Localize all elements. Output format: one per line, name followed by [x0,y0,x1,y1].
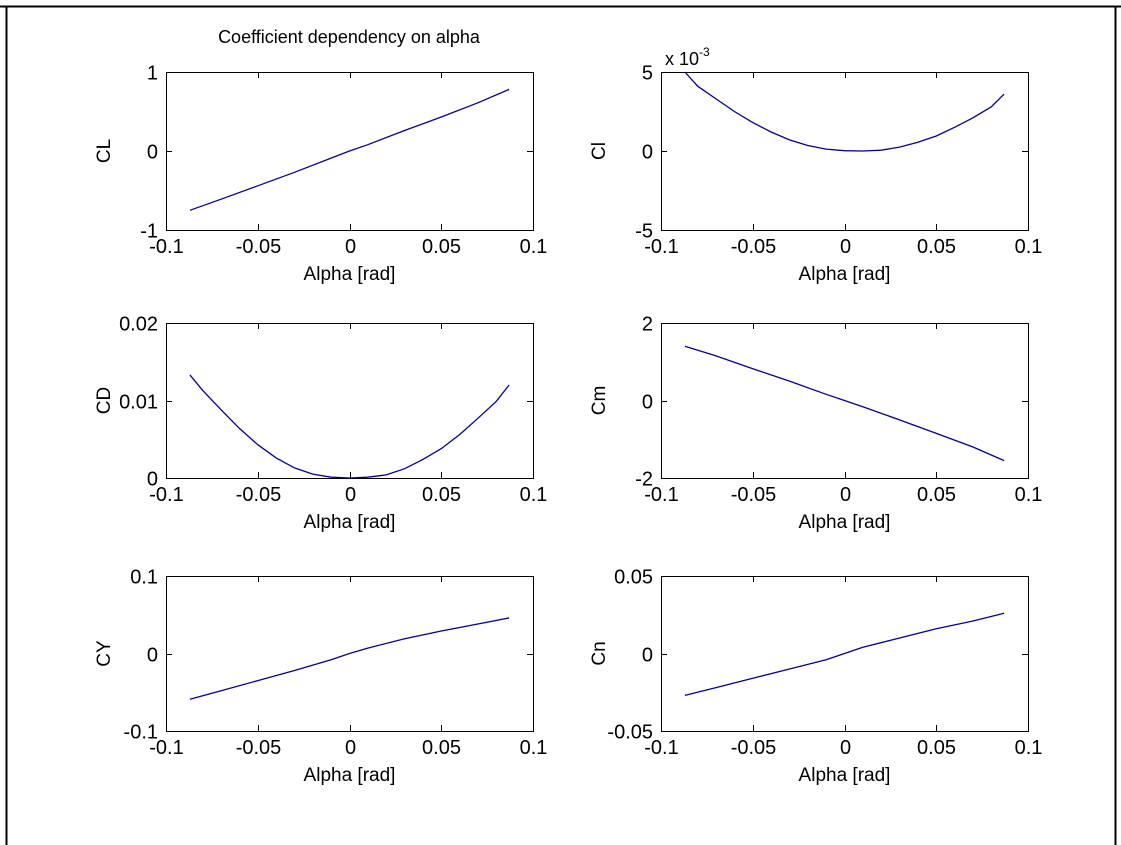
subplot-cd: -0.1 -0.05 0 0.05 0.1 0 0.01 0.02 Alpha [rad] CD [94,314,547,534]
x-tick-label: -0.1 [644,236,678,258]
x-axis-label: Alpha [rad] [304,512,396,533]
x-tick-label: 0 [345,484,356,506]
y-tick-label: -1 [140,221,158,243]
x-tick-label: 0.05 [917,737,956,759]
y-tick-label: 5 [642,63,653,85]
x-tick-label: 0 [345,737,356,759]
x-tick-label: 0.05 [917,484,956,506]
figure-title: Coefficient dependency on alpha [218,27,481,47]
x-axis-label: Alpha [rad] [799,765,891,786]
subplot-cm: -0.1 -0.05 0 0.05 0.1 -2 0 2 Alpha [rad] Cm [589,314,1042,534]
y-axis-label: Cm [589,386,610,416]
x-tick-label: 0.1 [1015,236,1043,258]
x-tick-label: -0.1 [149,737,183,759]
y-tick-label: 0 [147,469,158,491]
x-tick-label: -0.05 [236,737,282,759]
y-axis-label: CY [94,640,115,667]
x-tick-label: 0.1 [1015,737,1043,759]
x-tick-label: -0.1 [644,484,678,506]
x-tick-label: -0.05 [236,484,282,506]
x-axis-label: Alpha [rad] [304,264,396,285]
x-tick-label: -0.05 [731,484,777,506]
x-axis-label: Alpha [rad] [799,264,891,285]
series-line-cd [189,374,510,479]
y-axis-label: Cn [589,641,610,665]
y-tick-label: 1 [147,63,158,85]
y-tick-label: 0 [642,142,653,164]
y-axis-label: Cl [589,142,610,160]
x-tick-label: 0.1 [520,737,548,759]
x-tick-label: 0 [345,236,356,258]
x-tick-label: 0.1 [520,236,548,258]
y-tick-label: 0 [147,645,158,667]
y-tick-label: 0.01 [119,392,158,414]
y-tick-label: 2 [642,314,653,336]
series-line-cm [684,345,1005,462]
y-tick-label: -0.05 [607,722,653,744]
y-tick-label: 0.02 [119,314,158,336]
y-tick-label: 0 [642,645,653,667]
series-line-cl [189,88,510,211]
x-tick-label: 0 [840,236,851,258]
x-tick-label: -0.1 [149,236,183,258]
x-tick-label: 0.1 [1015,484,1043,506]
series-line-cl [684,71,1005,152]
x-tick-label: -0.1 [149,484,183,506]
x-tick-label: 0.05 [917,236,956,258]
y-tick-label: -0.1 [124,722,158,744]
x-tick-label: -0.05 [236,236,282,258]
series-line-cy [189,617,510,700]
y-tick-label: 0 [642,392,653,414]
x-axis-label: Alpha [rad] [304,765,396,786]
y-tick-label: -2 [635,469,653,491]
x-tick-label: 0.1 [520,484,548,506]
y-tick-label: 0 [147,142,158,164]
x-tick-label: 0.05 [422,484,461,506]
x-tick-label: 0 [840,737,851,759]
subplot-cl: -0.1 -0.05 0 0.05 0.1 -1 0 1 Alpha [rad] CL [94,63,547,286]
x-tick-label: 0.05 [422,236,461,258]
x-tick-label: -0.05 [731,236,777,258]
x-tick-label: -0.05 [731,737,777,759]
x-tick-label: -0.1 [644,737,678,759]
y-axis-label: CD [94,387,115,414]
series-line-cn [684,612,1005,697]
y-exponent-power: -3 [699,45,710,59]
subplot-cy: -0.1 -0.05 0 0.05 0.1 -0.1 0 0.1 Alpha [rad] CY [94,567,547,787]
x-tick-label: 0.05 [422,737,461,759]
y-tick-label: 0.1 [130,567,158,589]
y-axis-label: CL [94,139,115,163]
y-tick-label: 0.05 [614,567,653,589]
x-axis-label: Alpha [rad] [799,512,891,533]
x-tick-label: 0 [840,484,851,506]
y-tick-label: -5 [635,221,653,243]
